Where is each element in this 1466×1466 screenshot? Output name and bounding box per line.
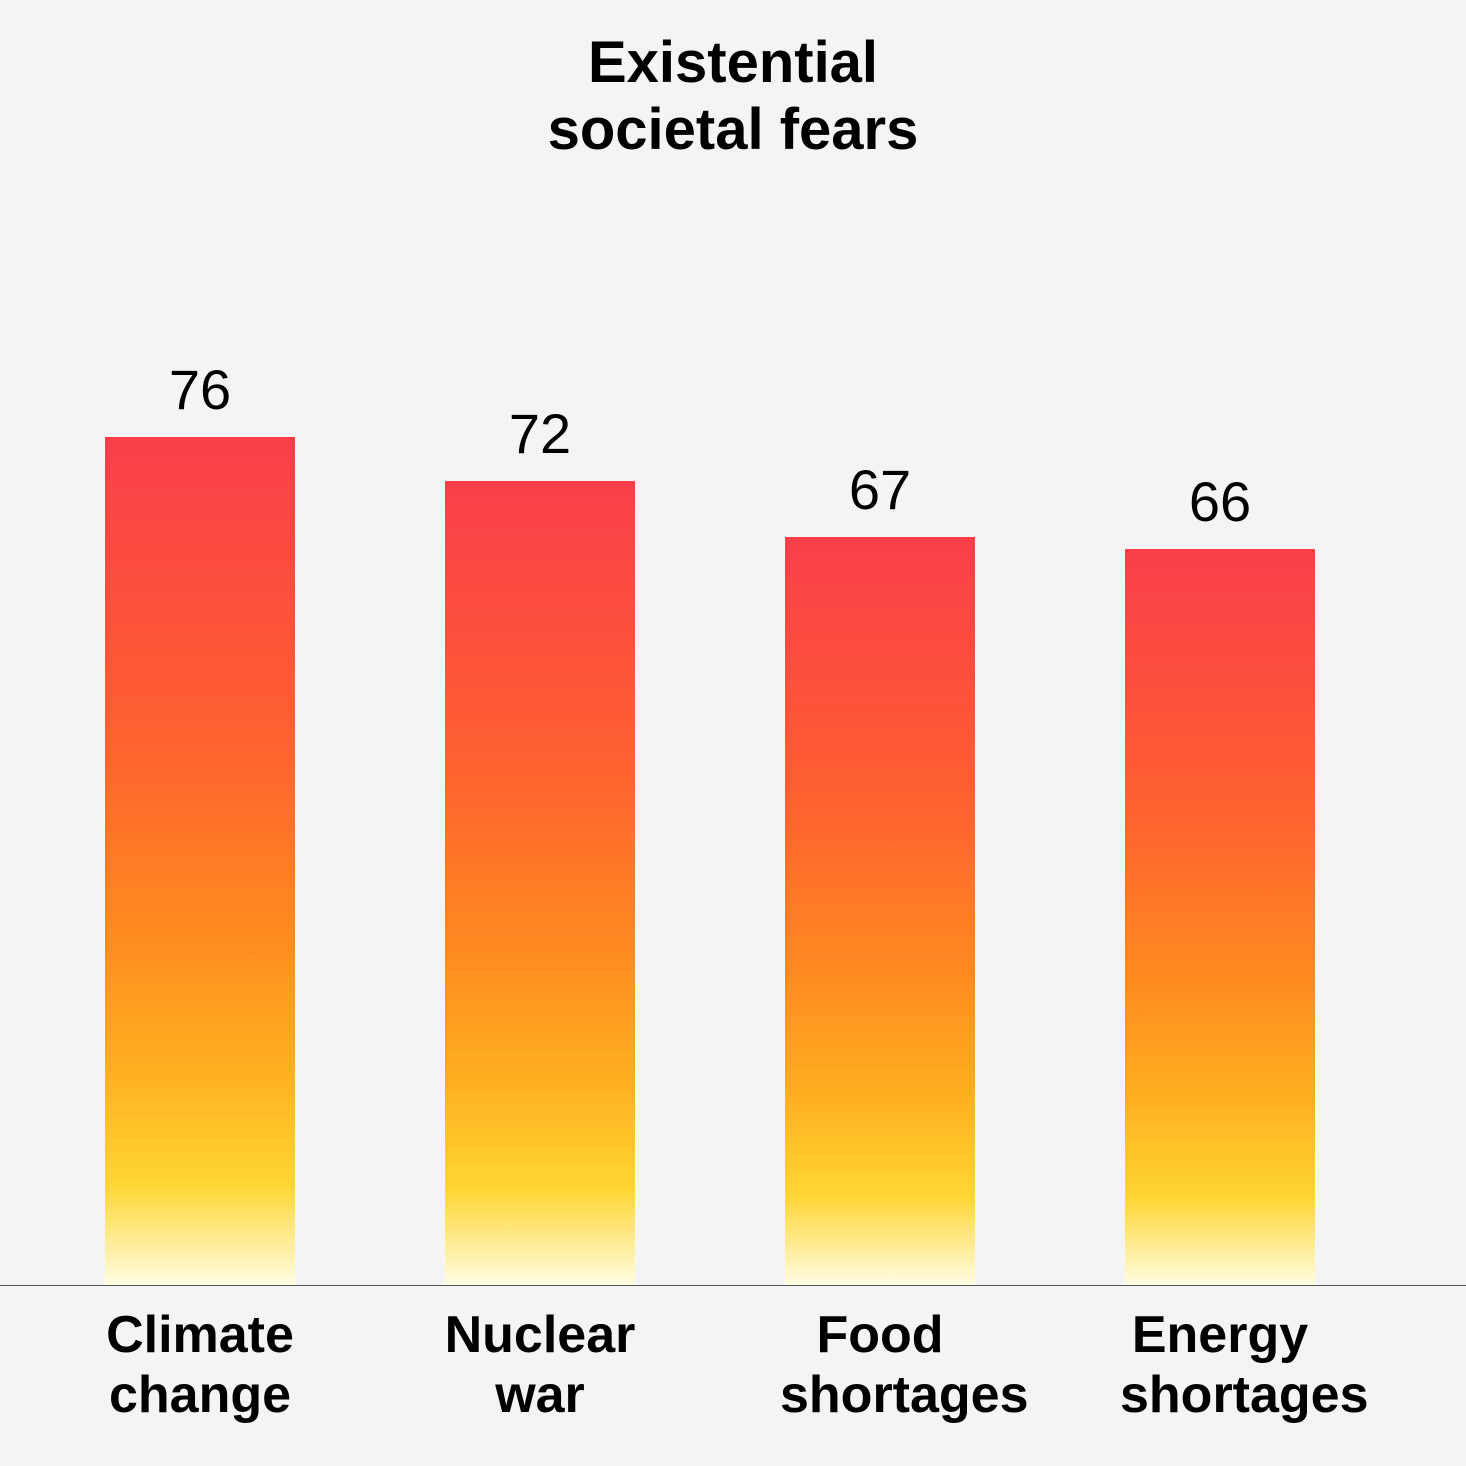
chart-title-line1: Existential [548,30,919,97]
bar-food [785,537,975,1286]
bar-wrapper-climate: 76 [100,357,300,1287]
x-labels-row: Climate change Nuclear war Food shortage… [0,1286,1466,1466]
x-axis-baseline [0,1285,1466,1286]
x-label-line1: Energy [1120,1306,1320,1366]
bar-wrapper-nuclear: 72 [440,401,640,1286]
bar-wrapper-energy: 66 [1120,469,1320,1287]
x-label-line1: Climate [100,1306,300,1366]
x-label-nuclear: Nuclear war [440,1306,640,1426]
bar-value: 76 [169,357,231,422]
chart-container: Existential societal fears 76 72 67 66 [0,0,1466,1466]
x-label-line1: Nuclear [440,1306,640,1366]
x-label-line1: Food [780,1306,980,1366]
x-label-climate: Climate change [100,1306,300,1426]
x-label-line2: shortages [1120,1366,1320,1426]
bar-value: 72 [509,401,571,466]
x-label-energy: Energy shortages [1120,1306,1320,1426]
bar-value: 67 [849,457,911,522]
bar-nuclear [445,481,635,1286]
bar-energy [1125,549,1315,1287]
bar-wrapper-food: 67 [780,457,980,1286]
bar-climate [105,437,295,1287]
chart-title: Existential societal fears [548,30,919,163]
x-label-line2: change [100,1366,300,1426]
bars-row: 76 72 67 66 [0,357,1466,1287]
x-label-line2: shortages [780,1366,980,1426]
bars-area: 76 72 67 66 [0,163,1466,1286]
x-label-food: Food shortages [780,1306,980,1426]
bar-value: 66 [1189,469,1251,534]
chart-title-line2: societal fears [548,97,919,164]
x-label-line2: war [440,1366,640,1426]
